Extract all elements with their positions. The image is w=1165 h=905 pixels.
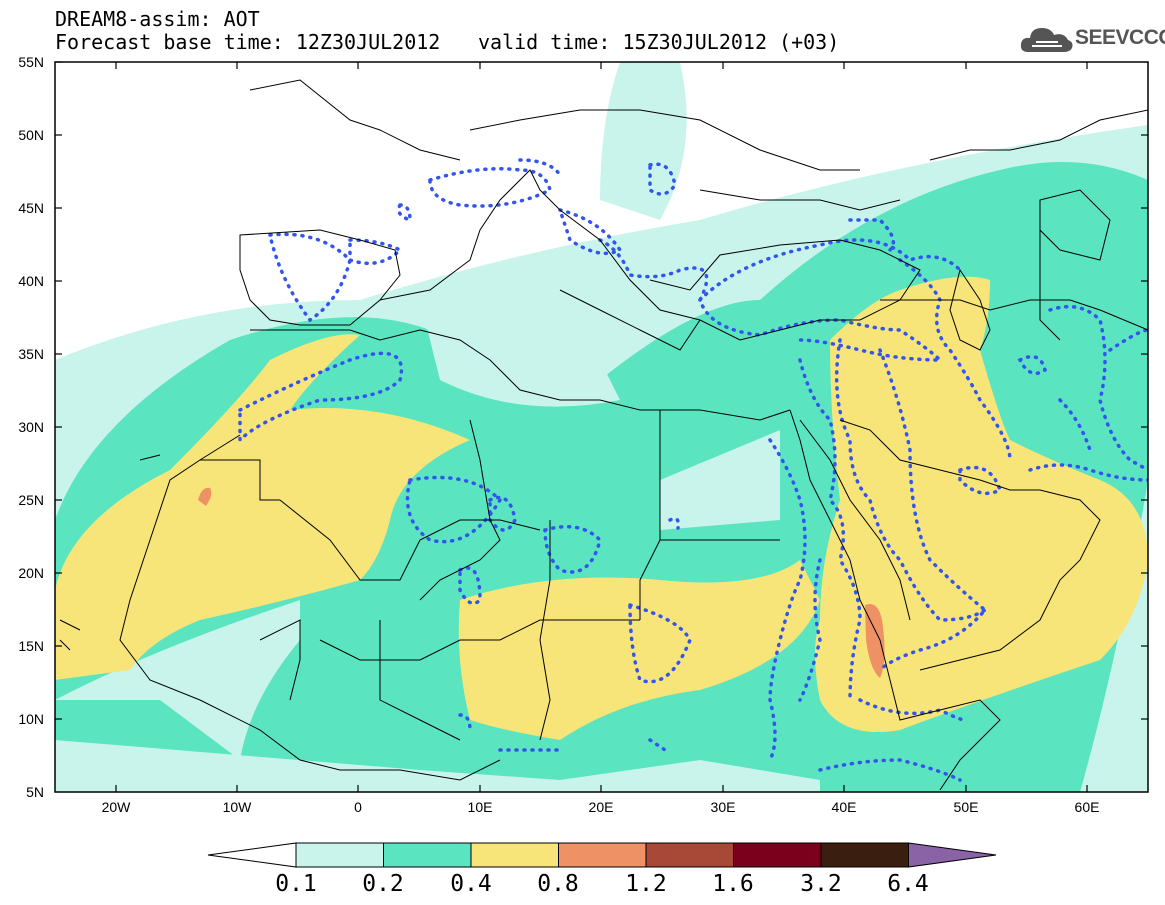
colorbar-bin [733,842,822,868]
colorbar-label: 1.2 [625,871,667,897]
lon-label: 60E [1074,799,1100,815]
aot-band-0.1-egypt [660,430,780,530]
colorbar-bin [295,842,384,868]
lat-label: 20N [18,565,44,581]
colorbar-label: 0.8 [537,871,579,897]
coastlines [59,79,1148,791]
colorbar [207,842,997,868]
aot-band-0.1-west [55,600,300,760]
colorbar-bin [558,842,647,868]
lon-label: 30E [710,799,736,815]
colorbar-label: 3.2 [800,871,842,897]
seevccc-logo: SEEVCCC [1018,20,1165,60]
aot-band-0.8-sahara [198,487,212,506]
colorbar-lower-arrow [207,842,297,868]
colorbar-label: 0.2 [362,871,404,897]
lon-label: 50E [953,799,979,815]
colorbar-label: 1.6 [712,871,754,897]
colorbar-bin [383,842,472,868]
lat-label: 40N [18,273,44,289]
aot-band-0.1-north [600,62,687,220]
lat-label: 55N [18,54,44,70]
aot-band-0.1-south [55,740,820,792]
lon-tick-marks [115,62,1088,792]
lon-label: 10E [467,799,493,815]
logo-text: SEEVCCC [1075,26,1165,49]
colorbar-bin [470,842,559,868]
lon-label: 40E [831,799,857,815]
lon-label: 10W [222,799,252,815]
valid-time: valid time: 15Z30JUL2012 (+03) [478,30,840,54]
lat-label: 30N [18,419,44,435]
lat-tick-marks [55,61,1148,720]
colorbar-bin [645,842,734,868]
lat-label: 15N [18,638,44,654]
lat-label: 10N [18,711,44,727]
map-title: DREAM8-assim: AOT [55,7,260,31]
aot-band-0.1-med [420,300,620,407]
lon-label: 0 [354,799,362,815]
lon-label: 20W [101,799,131,815]
colorbar-label: 6.4 [887,871,929,897]
lat-label: 50N [18,127,44,143]
lat-label: 25N [18,492,44,508]
aot-band-0.8-redsea [865,604,885,678]
lon-label: 20E [588,799,614,815]
colorbar-label: 0.1 [275,871,317,897]
lat-label: 35N [18,346,44,362]
aot-band-0.4-arabia [815,276,1148,732]
lat-label: 45N [18,200,44,216]
colorbar-label: 0.4 [450,871,492,897]
cloud-icon [1020,28,1073,52]
forecast-base-time: Forecast base time: 12Z30JUL2012 [55,30,441,54]
lat-label: 5N [26,784,44,800]
aot-band-0.4-west [55,334,470,680]
colorbar-upper-arrow [908,842,997,868]
colorbar-bin [820,842,909,868]
